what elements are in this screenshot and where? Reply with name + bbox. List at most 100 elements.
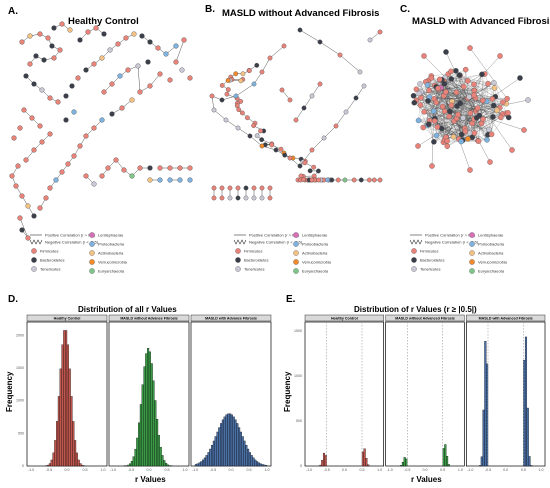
network-node <box>497 53 503 59</box>
legend-swatch <box>293 250 299 256</box>
network-node <box>448 76 455 82</box>
legend-swatch <box>31 248 37 254</box>
network-node <box>259 185 265 191</box>
network-node <box>115 41 121 47</box>
network-node <box>325 177 330 183</box>
histogram-bar <box>444 444 447 467</box>
histogram-bar <box>401 461 404 467</box>
histogram-bar <box>159 447 162 467</box>
network-node <box>421 53 427 59</box>
network-node <box>17 215 23 221</box>
network-node <box>311 173 317 179</box>
network-node <box>505 110 511 116</box>
network-node <box>225 78 231 83</box>
x-tick-label: -0.5 <box>485 468 491 472</box>
x-tick-label: 1.0 <box>183 468 188 472</box>
histogram-bar <box>528 456 531 467</box>
histogram-bar <box>265 465 268 467</box>
legend-taxon-label: Firmicutes <box>244 248 262 253</box>
network-node <box>462 128 469 135</box>
histogram-bar <box>57 396 60 467</box>
network-node <box>145 59 151 65</box>
network-node <box>227 185 233 191</box>
legend-taxon-label: Verrucomicrobia <box>98 259 128 264</box>
network-node <box>211 195 217 201</box>
facet-label: Healthy Control <box>331 316 358 320</box>
network-node <box>267 55 273 61</box>
network-node <box>254 62 260 68</box>
network-node <box>281 43 287 49</box>
histogram-bar <box>66 344 69 467</box>
histogram-bar <box>134 449 137 467</box>
network-node <box>83 67 89 73</box>
legend-swatch <box>293 232 299 238</box>
network-node <box>302 160 308 166</box>
histogram-bar <box>136 437 139 467</box>
histogram-bar <box>447 464 450 467</box>
network-node <box>53 177 59 183</box>
network-node <box>316 177 322 183</box>
network-node <box>51 55 57 61</box>
histogram-bar <box>480 456 483 467</box>
network-node <box>235 125 241 131</box>
network-node <box>245 115 250 121</box>
histogram-bar <box>446 456 449 467</box>
network-node <box>167 165 173 171</box>
histogram-bar <box>161 455 164 467</box>
network-node <box>251 123 257 128</box>
legend-taxon-label: Actinobacteria <box>478 250 504 255</box>
histogram-bar <box>230 414 233 467</box>
network-node <box>187 165 193 171</box>
network-node <box>458 131 465 138</box>
legend-taxon-label: Verrucomicrobia <box>302 259 332 264</box>
network-node <box>426 87 432 94</box>
network-node <box>246 68 252 74</box>
x-tick-label: -1.0 <box>306 468 312 472</box>
panel-a-letter: A. <box>8 6 18 17</box>
legend-taxon-label: Firmicutes <box>40 248 58 253</box>
network-node <box>417 81 423 87</box>
network-node <box>233 71 239 77</box>
histogram-bar <box>530 465 533 467</box>
network-node <box>211 185 217 191</box>
network-node <box>93 25 99 31</box>
network-node <box>39 139 45 145</box>
network-node <box>267 195 273 201</box>
histogram-bar <box>166 464 169 467</box>
network-node <box>259 195 265 201</box>
network-node <box>101 31 107 37</box>
network-node <box>443 49 449 55</box>
x-tick-label: 1.0 <box>539 468 544 472</box>
histogram-bar <box>129 463 132 467</box>
histogram-bar <box>141 384 144 467</box>
network-node <box>460 115 466 121</box>
network-node <box>238 78 244 84</box>
legend-taxon-label: Tenericutes <box>40 266 60 271</box>
histogram-bar <box>363 448 366 467</box>
histogram-bar <box>227 413 230 467</box>
network-node <box>454 103 460 109</box>
network-node <box>351 177 357 183</box>
network-node <box>448 68 454 75</box>
network-node <box>13 183 19 189</box>
network-node <box>235 185 241 191</box>
network-node <box>517 75 523 81</box>
legend-swatch <box>469 250 475 256</box>
histogram-bar <box>220 423 223 467</box>
histogram-bar <box>65 330 68 467</box>
network-node <box>491 80 497 86</box>
network-node <box>525 97 531 103</box>
network-node <box>187 75 193 81</box>
network-node <box>455 111 461 118</box>
histogram-bar <box>263 464 266 467</box>
histogram-bar <box>198 462 201 467</box>
network-node <box>157 71 163 77</box>
network-node <box>83 133 89 139</box>
panel-b-letter: B. <box>205 4 215 15</box>
network-node <box>421 109 428 115</box>
y-tick-label: 500 <box>296 419 302 423</box>
network-node <box>85 29 91 35</box>
network-node <box>287 97 293 103</box>
legend-swatch <box>293 268 299 274</box>
histogram-bar <box>259 463 262 467</box>
